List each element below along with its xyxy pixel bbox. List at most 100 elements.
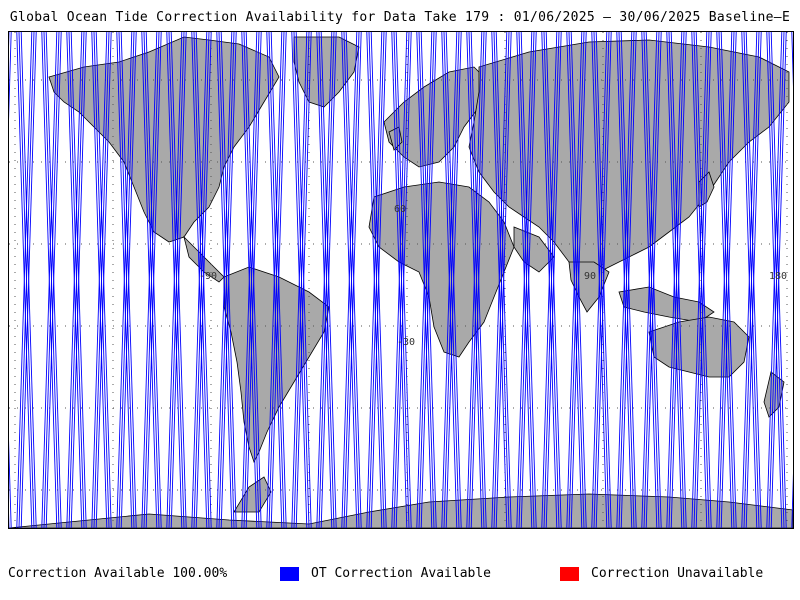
available-swatch (280, 566, 299, 581)
descending-track (143, 32, 160, 528)
descending-track (545, 32, 562, 528)
descending-track (295, 32, 312, 528)
north-america-landmass (48, 36, 280, 243)
descending-track (618, 32, 635, 528)
descending-track (668, 32, 685, 528)
lon-label-90: 90 (584, 271, 596, 282)
descending-track (768, 32, 785, 528)
descending-track (520, 32, 537, 528)
lat-label-60: 60 (394, 204, 406, 215)
descending-track (195, 32, 212, 528)
descending-track (116, 32, 133, 528)
descending-track (391, 32, 408, 528)
graticule-labels: 60 -90 90 180 -30 (199, 204, 787, 348)
descending-track (243, 32, 260, 528)
descending-track (741, 32, 758, 528)
descending-track (270, 32, 287, 528)
descending-track (770, 32, 787, 528)
descending-track (693, 32, 710, 528)
descending-track (616, 32, 633, 528)
descending-track (695, 32, 712, 528)
descending-track (341, 32, 358, 528)
descending-track (518, 32, 535, 528)
descending-track (166, 32, 183, 528)
descending-track (441, 32, 458, 528)
descending-track (320, 32, 337, 528)
descending-track (268, 32, 285, 528)
descending-track (766, 32, 783, 528)
world-map: 60 -90 90 180 -30 (8, 31, 794, 529)
descending-track (570, 32, 587, 528)
legend-label-available: OT Correction Available (311, 566, 492, 581)
descending-track (743, 32, 760, 528)
descending-track (266, 32, 283, 528)
descending-track (718, 32, 735, 528)
descending-track (20, 32, 37, 528)
descending-track (495, 32, 512, 528)
descending-track (193, 32, 210, 528)
descending-track (645, 32, 662, 528)
descending-track (468, 32, 485, 528)
availability-percentage: Correction Available 100.00% (8, 566, 228, 581)
descending-track (470, 32, 487, 528)
lon-label-neg90: -90 (199, 271, 217, 282)
descending-track (370, 32, 387, 528)
descending-track (591, 32, 608, 528)
descending-track (541, 32, 558, 528)
antarctica-landmass (9, 493, 793, 528)
africa-landmass (368, 181, 515, 358)
descending-track (593, 32, 610, 528)
descending-track (691, 32, 708, 528)
descending-track (43, 32, 60, 528)
descending-track (120, 32, 137, 528)
descending-track (118, 32, 135, 528)
descending-track (91, 32, 108, 528)
graticule (9, 32, 793, 528)
descending-track (543, 32, 560, 528)
descending-track (366, 32, 383, 528)
descending-track (595, 32, 612, 528)
descending-track (466, 32, 483, 528)
descending-track (170, 32, 187, 528)
descending-track (418, 32, 435, 528)
descending-track (345, 32, 362, 528)
legend-item-unavailable: Correction Unavailable (560, 566, 763, 581)
descending-track (68, 32, 85, 528)
descending-track (420, 32, 437, 528)
descending-track (620, 32, 637, 528)
descending-track (41, 32, 58, 528)
descending-track (516, 32, 533, 528)
map-canvas: 60 -90 90 180 -30 (9, 32, 793, 528)
descending-track (368, 32, 385, 528)
descending-track (218, 32, 235, 528)
uk-landmass (388, 126, 403, 151)
descending-track (18, 32, 35, 528)
descending-track (220, 32, 237, 528)
greenland-landmass (293, 36, 360, 108)
lat-label-neg30: -30 (397, 337, 415, 348)
descending-track (66, 32, 83, 528)
descending-track (70, 32, 87, 528)
descending-track (720, 32, 737, 528)
descending-track (491, 32, 508, 528)
descending-track (666, 32, 683, 528)
descending-track (141, 32, 158, 528)
descending-track (716, 32, 733, 528)
descending-track (241, 32, 258, 528)
descending-track (641, 32, 658, 528)
indonesia-landmass (618, 286, 715, 323)
descending-track (395, 32, 412, 528)
descending-track (45, 32, 62, 528)
new-zealand-landmass (763, 371, 785, 418)
descending-track (493, 32, 510, 528)
legend: Correction Available 100.00% OT Correcti… (0, 566, 800, 586)
descending-track (568, 32, 585, 528)
descending-track (191, 32, 208, 528)
descending-track (445, 32, 462, 528)
lon-label-180: 180 (769, 271, 787, 282)
descending-track (393, 32, 410, 528)
ascending-track (791, 32, 793, 87)
map-title: Global Ocean Tide Correction Availabilit… (9, 10, 791, 25)
descending-track (566, 32, 583, 528)
descending-track (745, 32, 762, 528)
